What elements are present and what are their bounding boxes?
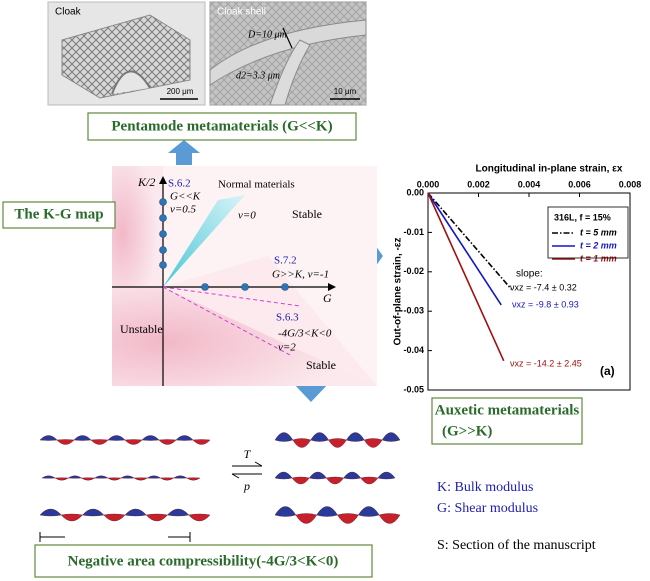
scale-label: 200 μm (167, 87, 194, 96)
arrow-up (168, 140, 200, 165)
dimension-label: D=10 μm (247, 29, 287, 40)
legend-title: 316L, f = 15% (554, 212, 611, 222)
y-tick-label: -0.05 (403, 384, 424, 394)
section-label: S.7.2 (274, 255, 297, 267)
slope-annotation: νxz = -7.4 ± 0.32 (510, 282, 577, 292)
legend-box (547, 206, 629, 259)
y-tick-label: 0.00 (406, 187, 424, 197)
y-tick-label: -0.02 (403, 266, 424, 276)
photo-cloak-shell (209, 1, 367, 106)
photo-label: Cloak shell (217, 7, 266, 18)
series-line (427, 192, 502, 306)
definition: S: Section of the manuscript (437, 538, 596, 553)
x-tick-label: 0.004 (518, 179, 541, 189)
kg-map (112, 166, 377, 386)
region-label: ν=0 (238, 210, 256, 222)
dimension-label: d2=3.3 μm (236, 70, 280, 81)
region-label: Stable (292, 207, 322, 221)
nac-label: Negative area compressibility(-4G/3<K<0) (68, 553, 339, 569)
section-label: S.6.3 (276, 312, 299, 324)
ribbon-segment (188, 513, 211, 522)
series-line (427, 192, 512, 290)
slope-annotation: νxz = -14.2 ± 2.45 (510, 358, 582, 368)
ribbon-segment (377, 471, 396, 480)
legend-label: t = 5 mm (580, 227, 617, 237)
panel-label: (a) (600, 364, 615, 378)
definition: K: Bulk modulus (437, 480, 533, 495)
legend-label: t = 2 mm (580, 240, 617, 250)
transition-label: T (244, 447, 252, 461)
label-box (2, 201, 116, 229)
x-tick-label: 0.006 (568, 179, 591, 189)
axis-label: K/2 (137, 175, 155, 189)
slope-annotation: νxz = -9.8 ± 0.93 (512, 299, 579, 309)
x-axis-title: Longitudinal in-plane strain, εx (476, 164, 623, 175)
series-line (427, 192, 505, 362)
x-tick-label: 0.002 (467, 179, 490, 189)
y-axis-title: Out-of-plane strain, -εz (393, 237, 404, 345)
y-tick-label: -0.04 (403, 345, 424, 355)
y-tick-label: -0.01 (403, 227, 424, 237)
definition: G: Shear modulus (437, 501, 538, 516)
scale-label: 10 μm (334, 87, 357, 96)
region-label: ν=0.5 (170, 204, 197, 216)
region-label: Stable (306, 358, 336, 372)
pentamode-label: Pentamode metamaterials (G<<K) (111, 118, 332, 134)
auxetic-label: (G>>K) (442, 423, 492, 439)
annotation-title: slope: (516, 269, 543, 280)
axis-label: G (323, 291, 332, 305)
region-label: Unstable (120, 322, 163, 336)
region-label: G>>K, ν=-1 (272, 269, 329, 281)
x-tick-label: 0.008 (619, 179, 642, 189)
section-label: S.6.2 (168, 178, 191, 190)
region-label: G<<K (170, 191, 201, 203)
kg-map-label: The K-G map (14, 206, 103, 222)
plot-frame (427, 192, 631, 391)
y-tick-label: -0.03 (403, 306, 424, 316)
x-tick-label: 0.000 (417, 179, 440, 189)
ribbon-segment (186, 477, 201, 481)
auxetic-label: Auxetic metamaterials (435, 402, 580, 418)
region-label: Normal materials (218, 179, 295, 191)
strain-chart: 0.000 0.002 0.004 0.006 0.008 0.00 -0.01 -0.02 -… (393, 164, 642, 395)
transition-label: p (243, 479, 250, 493)
ribbon-segment (381, 432, 401, 442)
label-box (87, 112, 357, 141)
photo-cloak (47, 1, 206, 106)
ribbon-segment (378, 513, 401, 524)
region-label: ν=2 (278, 342, 296, 354)
ribbon-segment (192, 439, 211, 445)
label-box (34, 544, 373, 578)
ribbon-images (35, 418, 403, 543)
region-label: -4G/3<K<0 (278, 328, 332, 340)
label-box (431, 397, 583, 445)
photo-label: Cloak (55, 7, 82, 18)
